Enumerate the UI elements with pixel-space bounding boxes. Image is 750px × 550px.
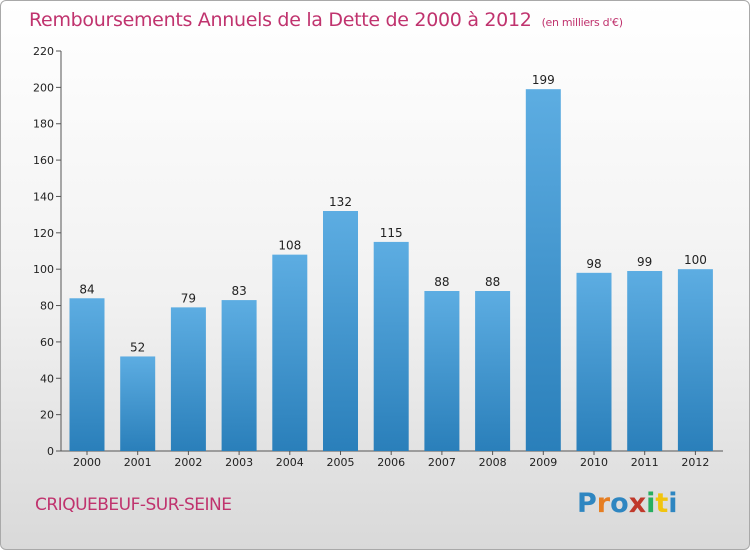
bar-value-label: 79 bbox=[181, 291, 196, 305]
bar bbox=[373, 241, 409, 451]
bar-value-label: 84 bbox=[79, 282, 94, 296]
x-tick-label: 2012 bbox=[681, 456, 709, 469]
bar bbox=[525, 89, 561, 451]
x-tick-label: 2003 bbox=[225, 456, 253, 469]
logo-letter: i bbox=[668, 488, 678, 519]
x-tick-label: 2002 bbox=[174, 456, 202, 469]
bar-value-label: 100 bbox=[684, 253, 707, 267]
x-tick-label: 2007 bbox=[428, 456, 456, 469]
y-tick-label: 60 bbox=[40, 336, 54, 349]
logo-letter: t bbox=[655, 488, 669, 519]
y-tick-label: 100 bbox=[33, 263, 54, 276]
bar bbox=[69, 298, 105, 451]
logo-letter: o bbox=[610, 488, 629, 519]
y-tick-label: 140 bbox=[33, 190, 54, 203]
y-tick-label: 180 bbox=[33, 118, 54, 131]
y-tick-label: 220 bbox=[33, 45, 54, 58]
title-text: Remboursements Annuels de la Dette de 20… bbox=[29, 9, 532, 31]
logo-letter: P bbox=[577, 488, 597, 519]
y-tick-label: 80 bbox=[40, 300, 54, 313]
bar-value-label: 98 bbox=[586, 257, 601, 271]
bar bbox=[424, 291, 460, 451]
y-tick-label: 0 bbox=[47, 445, 54, 458]
bar-value-label: 88 bbox=[485, 275, 500, 289]
bar bbox=[323, 211, 358, 451]
y-tick-label: 40 bbox=[40, 372, 54, 385]
commune-name: CRIQUEBEUF-SUR-SEINE bbox=[35, 495, 232, 515]
logo-letter: i bbox=[646, 488, 656, 519]
x-tick-label: 2004 bbox=[276, 456, 304, 469]
chart-subtitle: (en milliers d'€) bbox=[541, 16, 623, 29]
x-tick-label: 2010 bbox=[580, 456, 608, 469]
x-tick-label: 2000 bbox=[73, 456, 101, 469]
bar-value-label: 108 bbox=[278, 239, 301, 253]
bar-value-label: 115 bbox=[380, 226, 403, 240]
x-tick-label: 2008 bbox=[479, 456, 507, 469]
proxiti-logo[interactable]: Proxiti bbox=[577, 488, 678, 519]
bar bbox=[170, 307, 206, 451]
bar bbox=[272, 254, 308, 451]
bar-value-label: 199 bbox=[532, 73, 555, 87]
x-tick-label: 2006 bbox=[377, 456, 405, 469]
bar bbox=[475, 291, 511, 451]
bar bbox=[627, 271, 663, 451]
bar bbox=[120, 356, 156, 451]
chart-title: Remboursements Annuels de la Dette de 20… bbox=[29, 9, 623, 31]
bar-value-label: 52 bbox=[130, 340, 145, 354]
bar-value-label: 83 bbox=[231, 284, 246, 298]
x-tick-label: 2005 bbox=[327, 456, 355, 469]
x-tick-label: 2011 bbox=[631, 456, 659, 469]
bar bbox=[221, 300, 257, 451]
x-tick-label: 2009 bbox=[529, 456, 557, 469]
x-tick-label: 2001 bbox=[124, 456, 152, 469]
bar bbox=[677, 269, 713, 451]
bar-chart: 0 20 40 60 80 100 120 140 160 180 200 220 2000 2001 20… bbox=[33, 45, 723, 469]
y-tick-label: 20 bbox=[40, 409, 54, 422]
bar bbox=[576, 272, 612, 451]
bar-value-label: 99 bbox=[637, 255, 652, 269]
logo-letter: r bbox=[596, 488, 611, 519]
y-tick-label: 200 bbox=[33, 81, 54, 94]
logo-letter: x bbox=[628, 488, 647, 519]
bar-value-label: 132 bbox=[329, 195, 352, 209]
y-tick-label: 120 bbox=[33, 227, 54, 240]
bar-value-label: 88 bbox=[434, 275, 449, 289]
bars: 84 52 79 83 108 132 115 88 88 199 98 99 100 bbox=[69, 73, 713, 451]
y-tick-label: 160 bbox=[33, 154, 54, 167]
